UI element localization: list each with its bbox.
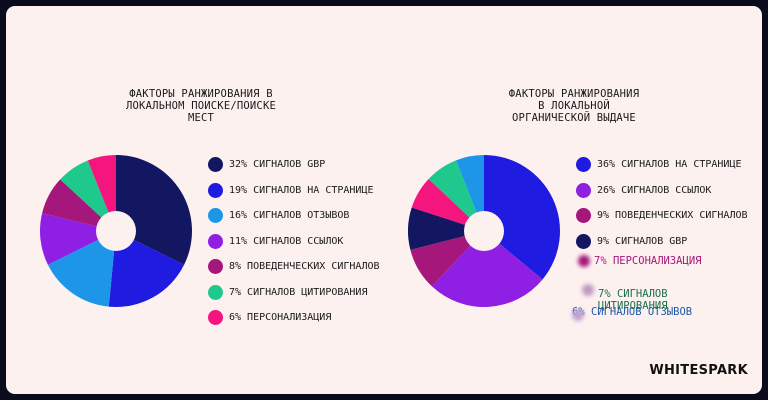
- legend-item: 19% СИГНАЛОВ НА СТРАНИЦЕ: [208, 178, 380, 204]
- legend-item: 6% ПЕРСОНАЛИЗАЦИЯ: [208, 305, 380, 331]
- legend-marker: [576, 208, 591, 224]
- pie-slice: [456, 155, 484, 231]
- legend-marker: [578, 255, 590, 267]
- pie-slice: [484, 155, 560, 280]
- pie-slice: [87, 155, 116, 231]
- legend-marker: [208, 310, 223, 326]
- pie-slice: [408, 207, 484, 250]
- pie-slice: [40, 213, 116, 265]
- donut-chart-local-pack: [40, 155, 192, 307]
- whitespark-logo: WHITESPARK: [649, 363, 748, 378]
- legend-marker: [208, 233, 223, 249]
- chart-title-local-organic: ФАКТОРЫ РАНЖИРОВАНИЯ В ЛОКАЛЬНОЙ ОРГАНИЧ…: [508, 88, 640, 124]
- pie-slice: [47, 231, 116, 307]
- chart-title-local-pack: ФАКТОРЫ РАНЖИРОВАНИЯ В ЛОКАЛЬНОМ ПОИСКЕ/…: [126, 88, 276, 124]
- legend-marker: [208, 259, 223, 275]
- legend-label: 9% ПОВЕДЕНЧЕСКИХ СИГНАЛОВ: [597, 210, 748, 222]
- pie-slice: [42, 179, 116, 231]
- legend-local-organic: 36% СИГНАЛОВ НА СТРАНИЦЕ 26% СИГНАЛОВ ССЫ…: [576, 152, 748, 254]
- pie-slice: [428, 160, 484, 231]
- donut-hole: [464, 211, 504, 251]
- donut-hole: [96, 211, 136, 251]
- legend-label: 8% ПОВЕДЕНЧЕСКИХ СИГНАЛОВ: [229, 261, 380, 273]
- legend-item: 32% СИГНАЛОВ GBP: [208, 152, 380, 178]
- legend-item: 11% СИГНАЛОВ ССЫЛОК: [208, 229, 380, 255]
- legend-item: 36% СИГНАЛОВ НА СТРАНИЦЕ: [576, 152, 748, 178]
- legend-extra-label: 6% СИГНАЛОВ ОТЗЫВОВ: [572, 306, 693, 318]
- pie-slice: [60, 160, 116, 231]
- legend-item: 9% ПОВЕДЕНЧЕСКИХ СИГНАЛОВ: [576, 203, 748, 229]
- infographic-card: ФАКТОРЫ РАНЖИРОВАНИЯ В ЛОКАЛЬНОМ ПОИСКЕ/…: [6, 6, 762, 394]
- legend-marker: [576, 233, 591, 249]
- legend-extra-label: 7% ПЕРСОНАЛИЗАЦИЯ: [594, 255, 702, 267]
- legend-item: 26% СИГНАЛОВ ССЫЛОК: [576, 178, 748, 204]
- legend-marker: [208, 284, 223, 300]
- legend-item: 8% ПОВЕДЕНЧЕСКИХ СИГНАЛОВ: [208, 254, 380, 280]
- pie-slice: [116, 155, 192, 265]
- legend-item: 9% СИГНАЛОВ GBP: [576, 229, 748, 255]
- pie-slice: [411, 178, 484, 231]
- legend-label: 19% СИГНАЛОВ НА СТРАНИЦЕ: [229, 184, 374, 196]
- legend-marker: [576, 157, 591, 173]
- legend-marker: [582, 284, 594, 296]
- legend-label: 6% ПЕРСОНАЛИЗАЦИЯ: [229, 312, 332, 324]
- legend-marker: [572, 309, 584, 321]
- legend-extra-personalization: 7% ПЕРСОНАЛИЗАЦИЯ: [578, 255, 701, 267]
- legend-label: 32% СИГНАЛОВ GBP: [229, 159, 326, 171]
- pie-slice: [431, 231, 543, 307]
- legend-label: 9% СИГНАЛОВ GBP: [597, 235, 688, 247]
- pie-slice: [108, 231, 185, 307]
- legend-label: 11% СИГНАЛОВ ССЫЛОК: [229, 235, 344, 247]
- legend-extra-citations: 7% СИГНАЛОВ ЦИТИРОВАНИЯ: [582, 276, 668, 312]
- pie-slice: [410, 231, 484, 287]
- legend-local-pack: 32% СИГНАЛОВ GBP 19% СИГНАЛОВ НА СТРАНИЦЕ…: [208, 152, 380, 331]
- legend-label: 36% СИГНАЛОВ НА СТРАНИЦЕ: [597, 159, 742, 171]
- legend-extra-label: 7% СИГНАЛОВ ЦИТИРОВАНИЯ: [598, 288, 668, 312]
- legend-item: 16% СИГНАЛОВ ОТЗЫВОВ: [208, 203, 380, 229]
- legend-marker: [208, 182, 223, 198]
- legend-extra-reviews: 6% СИГНАЛОВ ОТЗЫВОВ: [572, 306, 693, 321]
- legend-marker: [576, 182, 591, 198]
- legend-label: 7% СИГНАЛОВ ЦИТИРОВАНИЯ: [229, 286, 368, 298]
- legend-marker: [208, 157, 223, 173]
- legend-marker: [208, 208, 223, 224]
- legend-label: 16% СИГНАЛОВ ОТЗЫВОВ: [229, 210, 350, 222]
- legend-item: 7% СИГНАЛОВ ЦИТИРОВАНИЯ: [208, 280, 380, 306]
- legend-label: 26% СИГНАЛОВ ССЫЛОК: [597, 184, 712, 196]
- donut-chart-local-organic: [408, 155, 560, 307]
